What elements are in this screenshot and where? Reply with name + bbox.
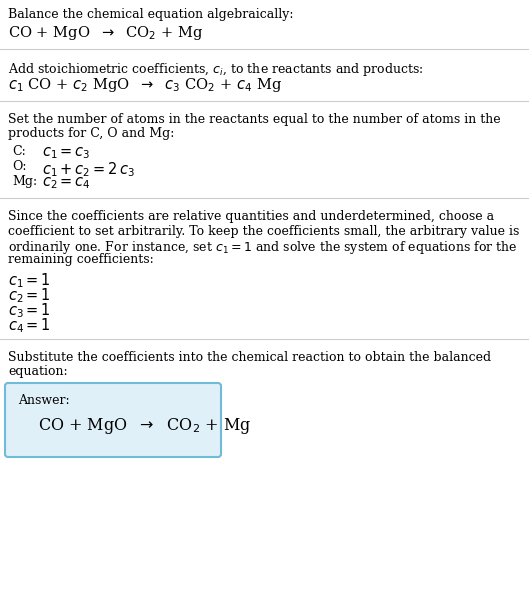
Text: CO + MgO  $\rightarrow$  CO$_2$ + Mg: CO + MgO $\rightarrow$ CO$_2$ + Mg xyxy=(38,416,251,436)
Text: $c_2 = 1$: $c_2 = 1$ xyxy=(8,286,51,305)
Text: $c_3 = 1$: $c_3 = 1$ xyxy=(8,301,51,320)
Text: Add stoichiometric coefficients, $c_i$, to the reactants and products:: Add stoichiometric coefficients, $c_i$, … xyxy=(8,61,424,78)
Text: Mg:: Mg: xyxy=(12,175,37,188)
Text: Balance the chemical equation algebraically:: Balance the chemical equation algebraica… xyxy=(8,8,294,21)
Text: $c_1$ CO + $c_2$ MgO  $\rightarrow$  $c_3$ CO$_2$ + $c_4$ Mg: $c_1$ CO + $c_2$ MgO $\rightarrow$ $c_3$… xyxy=(8,76,282,94)
Text: $c_1 = 1$: $c_1 = 1$ xyxy=(8,271,51,290)
Text: Set the number of atoms in the reactants equal to the number of atoms in the: Set the number of atoms in the reactants… xyxy=(8,113,500,126)
Text: ordinarily one. For instance, set $c_1 = 1$ and solve the system of equations fo: ordinarily one. For instance, set $c_1 =… xyxy=(8,239,518,256)
Text: $c_4 = 1$: $c_4 = 1$ xyxy=(8,316,51,334)
Text: CO + MgO  $\rightarrow$  CO$_2$ + Mg: CO + MgO $\rightarrow$ CO$_2$ + Mg xyxy=(8,24,204,41)
Text: Answer:: Answer: xyxy=(18,394,70,407)
Text: equation:: equation: xyxy=(8,365,68,379)
Text: coefficient to set arbitrarily. To keep the coefficients small, the arbitrary va: coefficient to set arbitrarily. To keep … xyxy=(8,225,519,237)
Text: Since the coefficients are relative quantities and underdetermined, choose a: Since the coefficients are relative quan… xyxy=(8,210,494,223)
Text: $c_1 + c_2 = 2\,c_3$: $c_1 + c_2 = 2\,c_3$ xyxy=(42,160,135,178)
Text: remaining coefficients:: remaining coefficients: xyxy=(8,254,154,266)
FancyBboxPatch shape xyxy=(5,383,221,457)
Text: O:: O: xyxy=(12,160,26,173)
Text: $c_1 = c_3$: $c_1 = c_3$ xyxy=(42,145,90,161)
Text: Substitute the coefficients into the chemical reaction to obtain the balanced: Substitute the coefficients into the che… xyxy=(8,351,491,364)
Text: products for C, O and Mg:: products for C, O and Mg: xyxy=(8,127,175,140)
Text: C:: C: xyxy=(12,145,26,158)
Text: $c_2 = c_4$: $c_2 = c_4$ xyxy=(42,175,91,191)
